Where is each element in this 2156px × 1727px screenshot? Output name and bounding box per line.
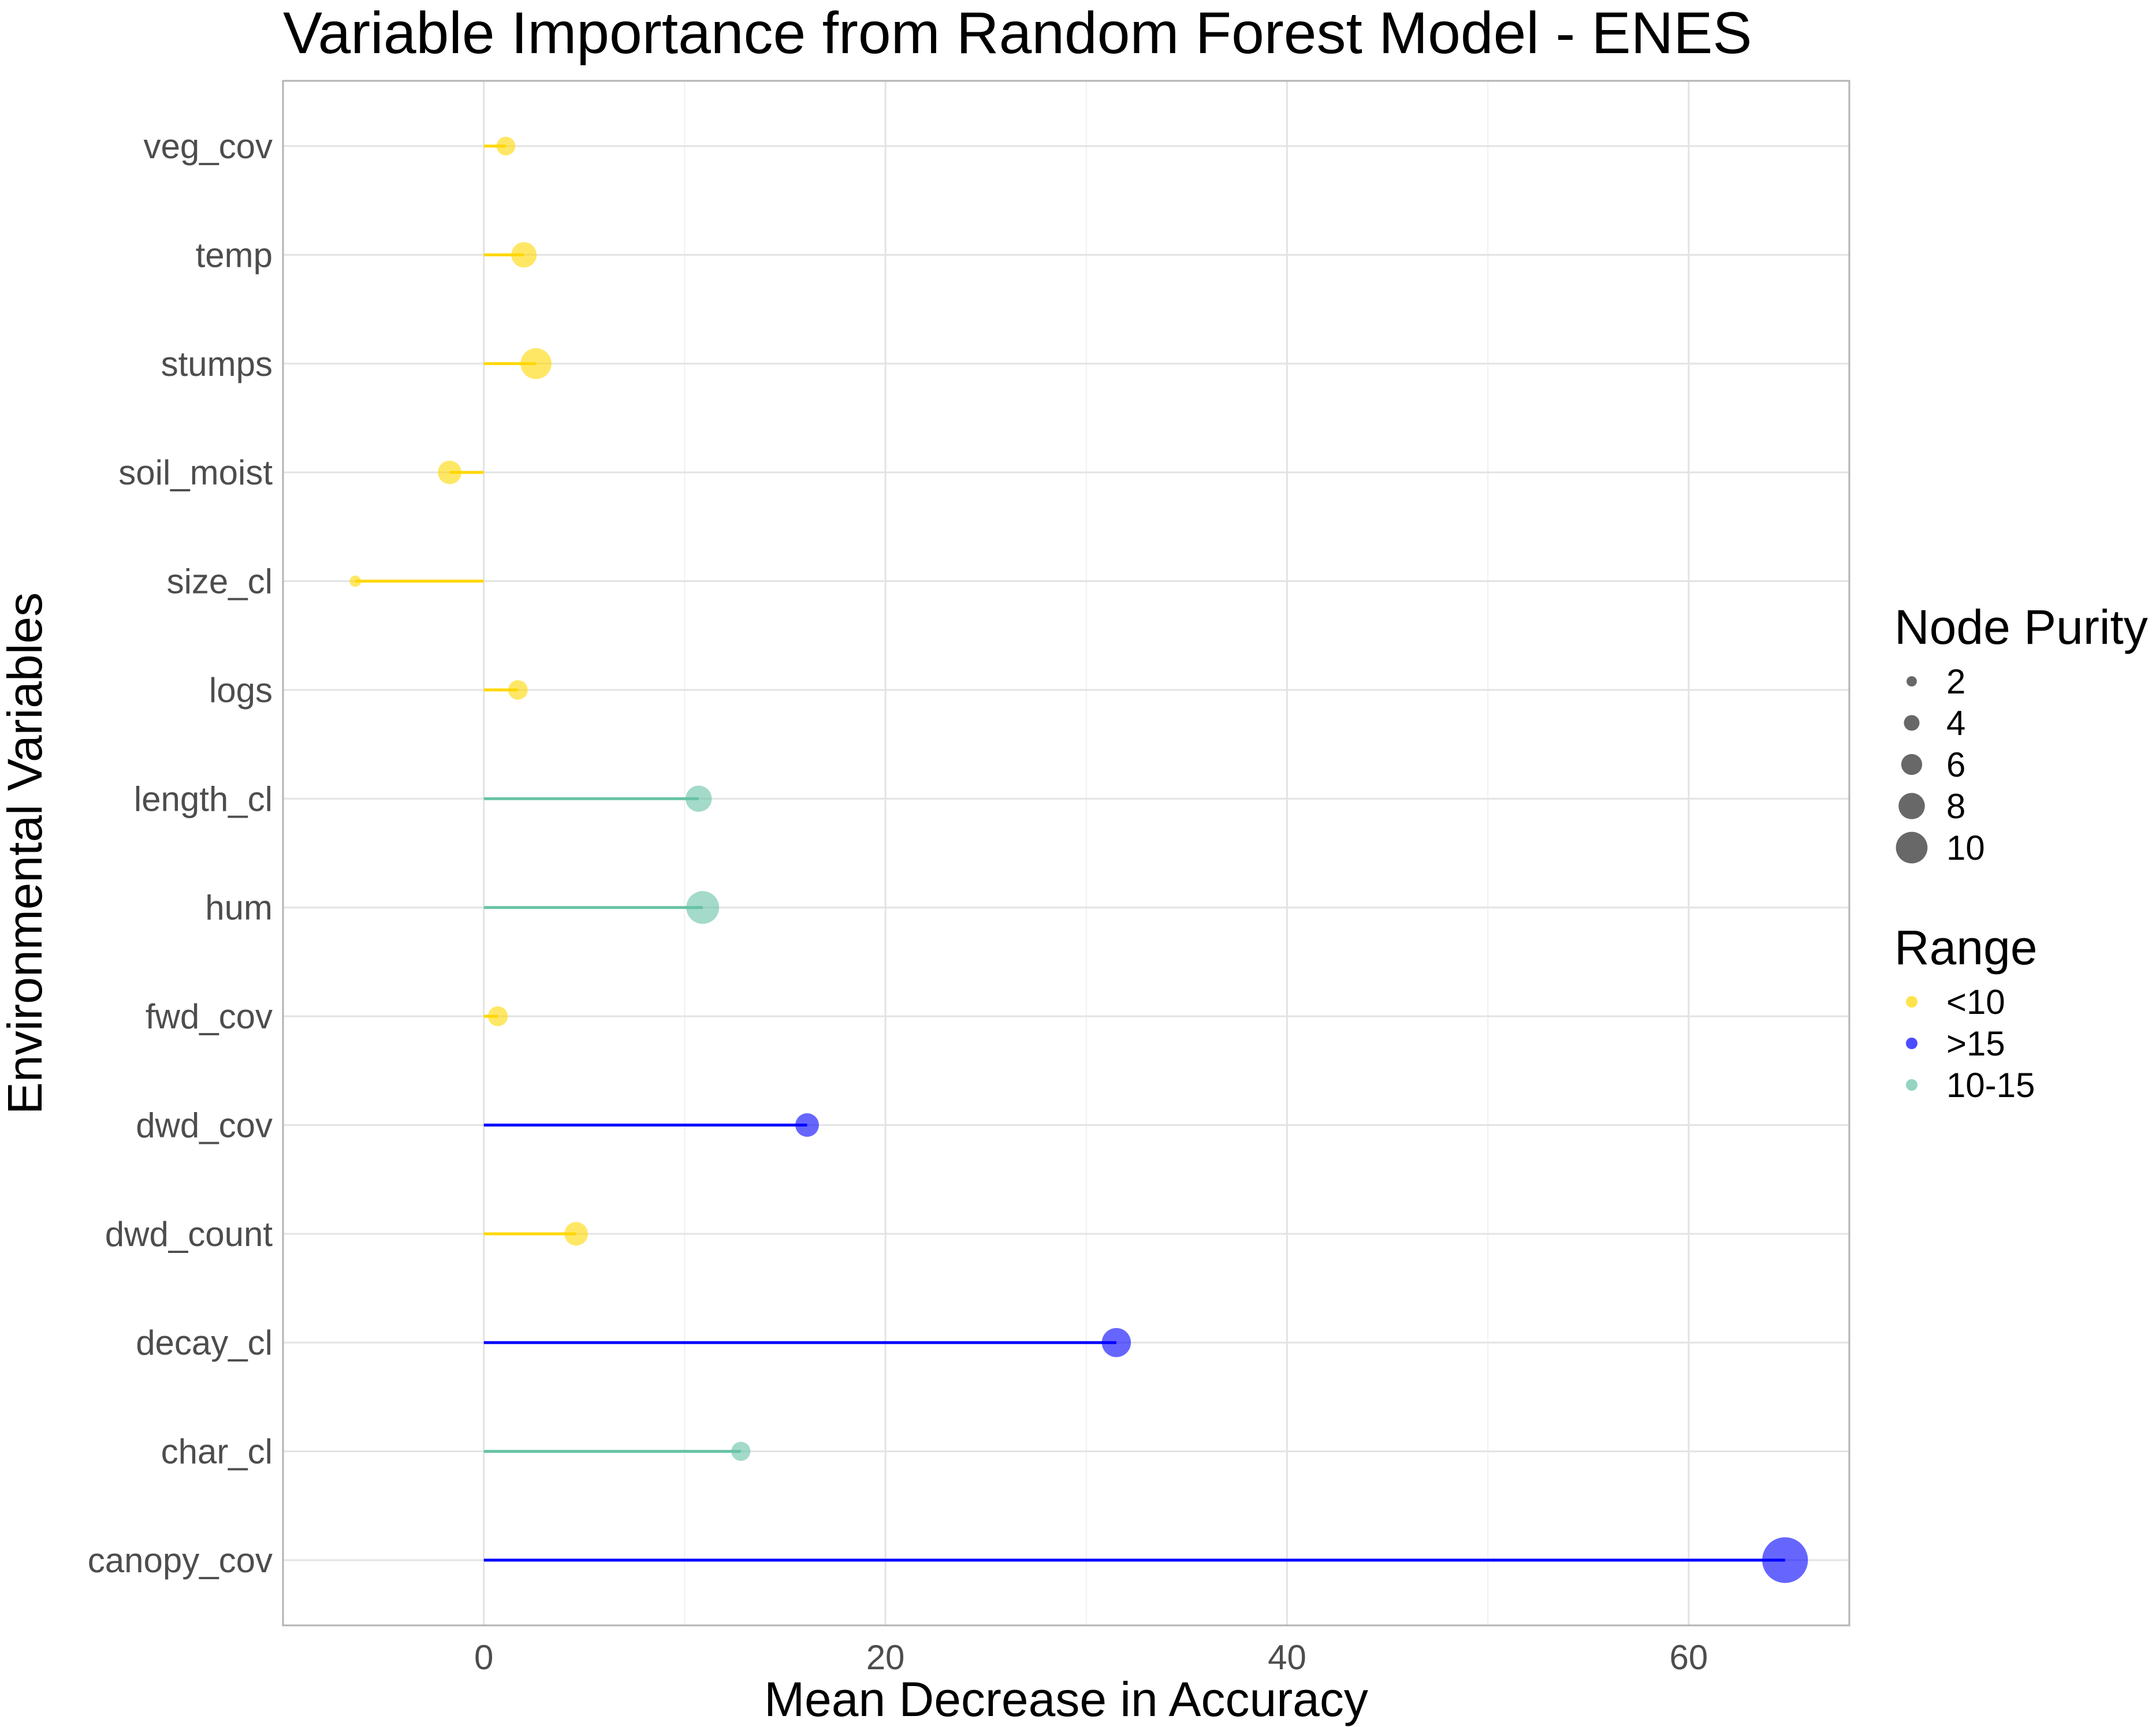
point-logs	[508, 680, 528, 700]
plot-grid	[282, 81, 1849, 1625]
plot-marks	[349, 136, 1808, 1583]
y-tick-label: soil_moist	[118, 453, 273, 492]
point-hum	[686, 891, 720, 924]
point-decay_cl	[1101, 1328, 1131, 1357]
x-tick-label: 60	[1669, 1638, 1708, 1677]
point-stumps	[520, 348, 552, 379]
color-legend-label: 10-15	[1946, 1066, 2035, 1105]
y-tick-label: temp	[196, 236, 273, 274]
x-tick-label: 40	[1268, 1638, 1306, 1677]
y-tick-label: stumps	[161, 345, 273, 383]
point-size_cl	[349, 575, 362, 587]
point-soil_moist	[438, 460, 461, 484]
color-legend-title: Range	[1894, 920, 2038, 975]
y-tick-label: fwd_cov	[146, 997, 273, 1036]
point-fwd_cov	[487, 1006, 508, 1027]
chart-title: Variable Importance from Random Forest M…	[283, 0, 1752, 66]
size-legend-label: 2	[1946, 662, 1965, 701]
x-tick-label: 0	[474, 1638, 493, 1677]
point-length_cl	[686, 785, 712, 812]
y-tick-label: decay_cl	[136, 1323, 273, 1362]
color-legend-key	[1906, 1079, 1917, 1091]
y-tick-label: length_cl	[134, 779, 273, 818]
size-legend-key	[1906, 676, 1917, 687]
x-tick-labels: 0 20 40 60	[474, 1638, 1708, 1677]
size-legend-label: 10	[1946, 829, 1985, 867]
size-legend-key	[1898, 793, 1925, 819]
size-legend-key	[1896, 831, 1928, 864]
x-axis-title: Mean Decrease in Accuracy	[764, 1672, 1368, 1726]
y-tick-label: dwd_cov	[136, 1106, 273, 1144]
size-legend-title: Node Purity	[1894, 600, 2148, 654]
y-tick-label: dwd_count	[105, 1215, 273, 1254]
size-legend-label: 6	[1946, 745, 1965, 784]
point-temp	[511, 242, 537, 268]
y-tick-label: canopy_cov	[88, 1541, 273, 1580]
size-legend-label: 4	[1946, 704, 1965, 743]
y-tick-label: hum	[205, 889, 273, 927]
size-legend-key	[1904, 715, 1920, 731]
y-tick-label: logs	[209, 671, 273, 710]
color-legend-key	[1906, 996, 1917, 1008]
color-legend-label: <10	[1946, 983, 2005, 1021]
y-tick-label: size_cl	[167, 562, 273, 601]
x-tick-label: 20	[866, 1638, 905, 1677]
plot-panel-border	[282, 80, 1850, 1627]
y-axis-title: Environmental Variables	[0, 592, 52, 1114]
color-legend-label: >15	[1946, 1024, 2005, 1063]
y-tick-label: veg_cov	[144, 127, 273, 166]
point-canopy_cov	[1762, 1537, 1808, 1583]
point-veg_cov	[496, 136, 516, 156]
color-legend-key	[1906, 1038, 1917, 1049]
point-dwd_cov	[795, 1113, 819, 1137]
size-legend-label: 8	[1946, 787, 1965, 826]
point-dwd_count	[564, 1222, 589, 1246]
y-tick-label: char_cl	[161, 1433, 273, 1471]
size-legend-key	[1901, 754, 1923, 775]
point-char_cl	[731, 1442, 751, 1461]
